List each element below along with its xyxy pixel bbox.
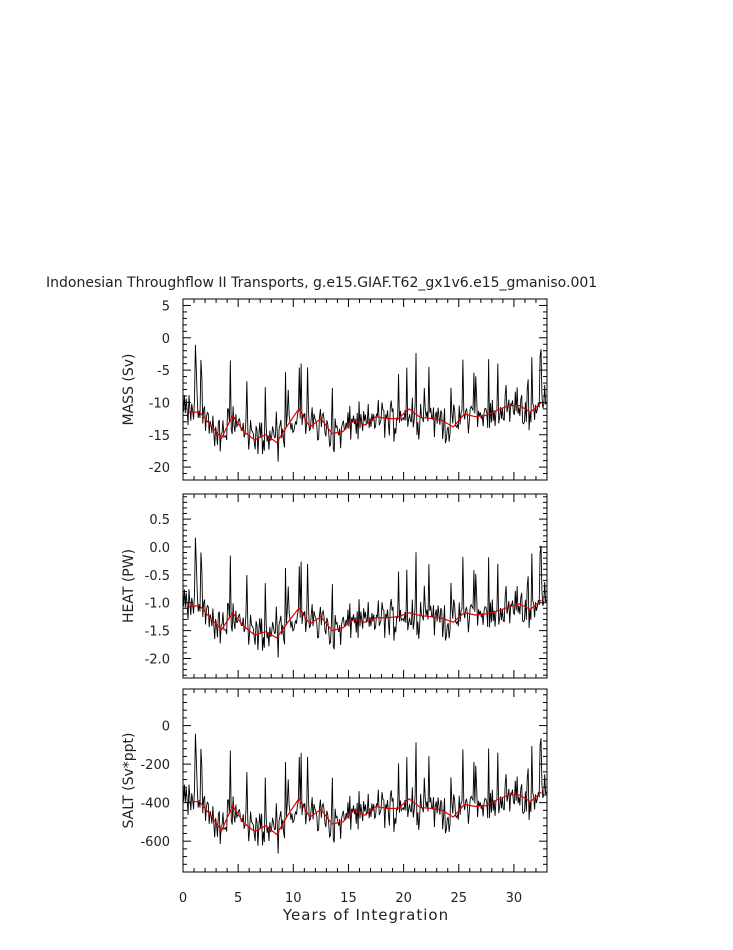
x-axis-label: Years of Integration <box>282 906 449 924</box>
annual-mean-line-heat <box>188 599 542 639</box>
y-tick-label: -15 <box>149 429 170 444</box>
y-tick-label: -20 <box>149 461 170 476</box>
monthly-series-line-salt <box>183 733 547 854</box>
x-tick-label: 15 <box>340 891 357 906</box>
x-tick-label: 30 <box>506 891 523 906</box>
y-axis-label-salt: SALT (Sv*ppt) <box>121 733 137 829</box>
x-tick-label: 25 <box>450 891 467 906</box>
y-tick-label: -0.5 <box>145 569 170 584</box>
y-tick-label: 0 <box>162 332 170 347</box>
y-axis-label-heat: HEAT (PW) <box>121 549 137 623</box>
panel-mass: 5 0 -5 -10 -15 -20 MASS (Sv) <box>121 298 548 481</box>
y-tick-label: -400 <box>140 797 170 812</box>
panel-frame-mass <box>182 298 548 481</box>
x-tick-label: 0 <box>179 891 187 906</box>
annual-mean-line-salt <box>188 791 542 836</box>
x-tick-label: 10 <box>285 891 302 906</box>
y-tick-label: -1.0 <box>145 597 170 612</box>
y-tick-label: 5 <box>162 299 170 314</box>
y-tick-label: -5 <box>157 364 170 379</box>
y-tick-label: -200 <box>140 758 170 773</box>
monthly-series-line-mass <box>183 344 547 462</box>
y-tick-label: 0.0 <box>149 541 170 556</box>
y-tick-label: 0.5 <box>149 513 170 528</box>
panel-frame-heat <box>182 493 548 679</box>
y-tick-label: -10 <box>149 396 170 411</box>
x-tick-label: 20 <box>395 891 412 906</box>
y-tick-label: -600 <box>140 835 170 850</box>
chart-title: Indonesian Throughflow II Transports, g.… <box>46 275 597 291</box>
monthly-series-line-heat <box>183 537 547 658</box>
y-axis-label-mass: MASS (Sv) <box>121 354 137 426</box>
y-tick-label: -1.5 <box>145 625 170 640</box>
y-tick-label: 0 <box>162 720 170 735</box>
y-tick-label: -2.0 <box>145 652 170 667</box>
panel-frame-salt <box>182 688 548 873</box>
panels: 5 0 -5 -10 -15 -20 MASS (Sv) 0.5 0.0 -0.5 -1.0 -1.5… <box>121 298 548 906</box>
annual-mean-line-mass <box>188 401 542 444</box>
panel-heat: 0.5 0.0 -0.5 -1.0 -1.5 -2.0 HEAT (PW) <box>121 493 548 679</box>
x-tick-label: 5 <box>234 891 242 906</box>
